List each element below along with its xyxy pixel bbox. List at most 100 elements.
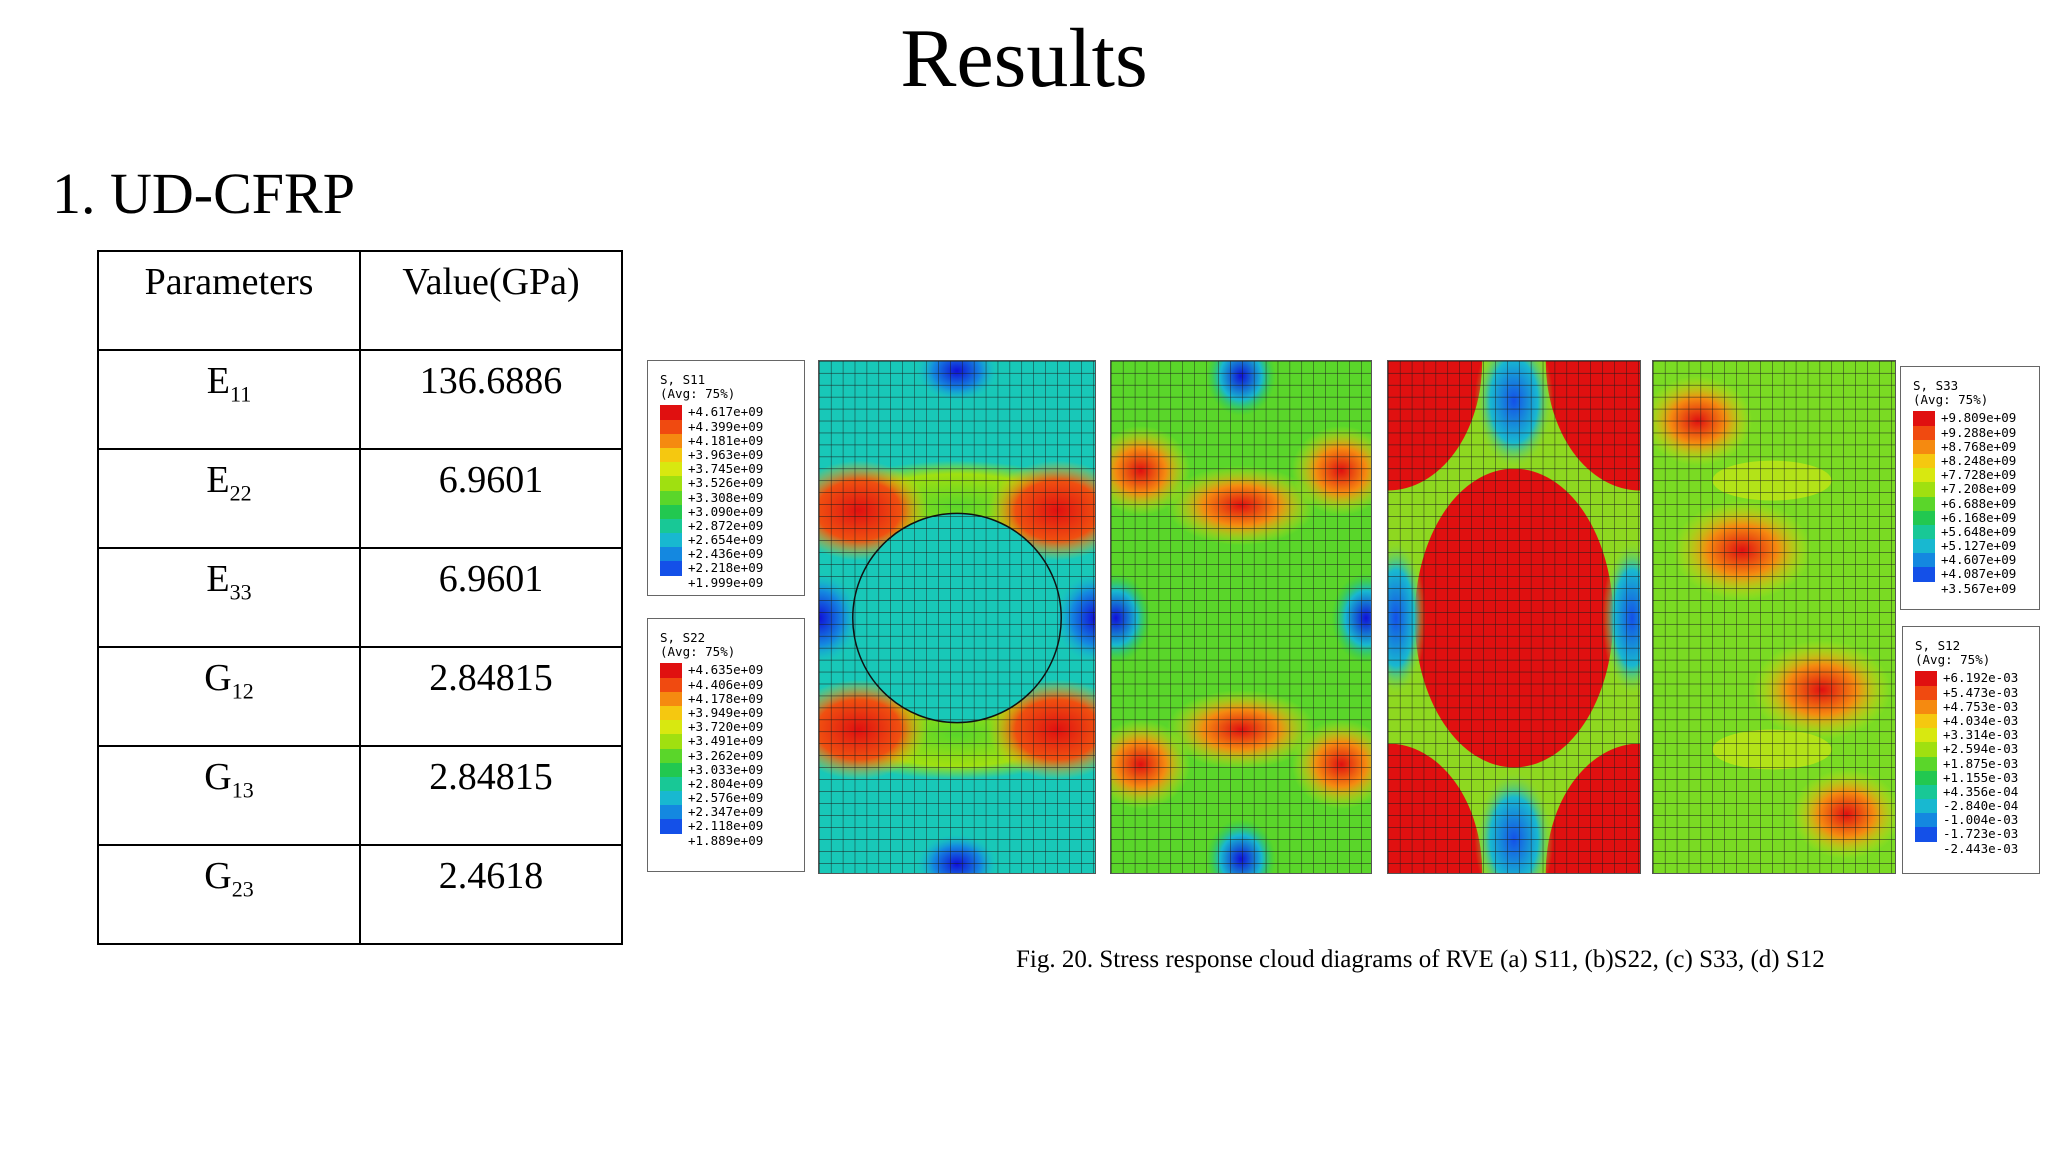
- legend-swatch: [660, 476, 682, 491]
- contour-s11-panel: [818, 360, 1096, 874]
- legend-row: +5.648e+09: [1913, 524, 2031, 540]
- legend-row: -1.004e-03: [1915, 813, 2031, 828]
- table-row: G13 2.84815: [97, 745, 623, 846]
- legend-row: +2.804e+09: [660, 776, 796, 792]
- legend-value: +4.635e+09: [688, 662, 764, 678]
- legend-swatch: [660, 805, 682, 820]
- legend-title: S, S12: [1915, 638, 1961, 653]
- parameter-cell: G23: [97, 844, 361, 945]
- legend-row: +4.399e+09: [660, 419, 796, 434]
- legend-value: +3.567e+09: [1941, 580, 2017, 596]
- legend-swatch: [660, 405, 682, 420]
- legend-value: +2.218e+09: [688, 560, 764, 576]
- parameter-cell: G12: [97, 646, 361, 747]
- legend-row: -1.723e-03: [1915, 826, 2031, 842]
- legend-value: +3.949e+09: [688, 704, 764, 720]
- value-cell: 6.9601: [359, 448, 623, 549]
- legend-value: +3.491e+09: [688, 733, 764, 749]
- legend-swatch: [660, 734, 682, 749]
- legend-swatch: [1915, 770, 1937, 785]
- legend-swatch: [660, 561, 682, 576]
- legend-swatch: [1915, 799, 1937, 814]
- legend-value: +9.288e+09: [1941, 424, 2017, 440]
- parameter-subscript: 22: [229, 480, 252, 506]
- legend-row: +1.155e-03: [1915, 770, 2031, 785]
- legend-swatch: [1915, 784, 1937, 800]
- parameter-cell: E22: [97, 448, 361, 549]
- legend-value: +8.248e+09: [1941, 452, 2017, 468]
- legend-value: +2.118e+09: [688, 818, 764, 834]
- legend-row: +5.473e-03: [1915, 685, 2031, 700]
- legend-row: +4.087e+09: [1913, 567, 2031, 582]
- legend-value: +3.308e+09: [688, 489, 764, 505]
- legend-row: +2.436e+09: [660, 546, 796, 562]
- legend-swatch: [660, 433, 682, 448]
- table-header-cell: Value(GPa): [359, 250, 623, 351]
- legend-swatch: [1915, 728, 1937, 743]
- legend-value: +3.526e+09: [688, 475, 764, 491]
- parameter-symbol: E: [206, 459, 230, 501]
- legend-row: +4.617e+09: [660, 405, 796, 420]
- value-cell: 136.6886: [359, 349, 623, 450]
- table-header-cell: Parameters: [97, 250, 361, 351]
- legend-value: +4.406e+09: [688, 676, 764, 692]
- legend-value: +2.347e+09: [688, 804, 764, 820]
- parameter-symbol: E: [206, 360, 231, 402]
- legend-row: +4.635e+09: [660, 662, 796, 678]
- legend-value: +3.963e+09: [688, 446, 764, 462]
- section-heading: 1. UD-CFRP: [52, 161, 355, 226]
- legend-swatch: [660, 462, 682, 477]
- legend-row: +7.208e+09: [1913, 482, 2031, 497]
- legend-swatch: [1913, 582, 1935, 596]
- legend-value: +4.034e-03: [1943, 712, 2019, 728]
- legend-avg: (Avg: 75%): [1913, 392, 1989, 408]
- legend-value: -1.723e-03: [1943, 826, 2019, 842]
- legend-value: +4.178e+09: [688, 690, 764, 706]
- legend-row: +8.768e+09: [1913, 439, 2031, 454]
- legend-value: -2.443e-03: [1943, 840, 2019, 856]
- legend-value: +2.872e+09: [688, 517, 764, 533]
- legend-swatch: [1915, 713, 1937, 729]
- parameter-symbol: G: [204, 756, 232, 798]
- legend-row: +2.594e-03: [1915, 742, 2031, 757]
- legend-row: +6.688e+09: [1913, 496, 2031, 511]
- legend-swatch: [1915, 842, 1937, 856]
- legend-s22: S, S22 (Avg: 75%) +4.635e+09 +4.406e+09 +4…: [647, 618, 805, 872]
- legend-swatch: [660, 720, 682, 735]
- legend-row: +3.526e+09: [660, 475, 796, 491]
- legend-row: +6.168e+09: [1913, 510, 2031, 525]
- legend-value: +1.999e+09: [688, 574, 764, 590]
- legend-value: +3.090e+09: [688, 503, 764, 519]
- legend-s12: S, S12 (Avg: 75%) +6.192e-03 +5.473e-03 +4…: [1902, 626, 2040, 874]
- legend-value: +3.720e+09: [688, 719, 764, 735]
- legend-row: +3.314e-03: [1915, 727, 2031, 743]
- legend-swatch: [1913, 439, 1935, 454]
- legend-row: -2.840e-04: [1915, 798, 2031, 814]
- legend-row: +2.118e+09: [660, 818, 796, 834]
- legend-value: +2.436e+09: [688, 546, 764, 562]
- legend-value: +3.745e+09: [688, 461, 764, 477]
- legend-swatch: [660, 576, 682, 590]
- legend-value: +3.033e+09: [688, 761, 764, 777]
- slide-title: Results: [900, 12, 1148, 105]
- legend-row: +3.720e+09: [660, 719, 796, 735]
- legend-value: +4.181e+09: [688, 432, 764, 448]
- legend-swatch: [660, 776, 682, 792]
- legend-swatch: [660, 663, 682, 678]
- legend-swatch: [660, 748, 682, 763]
- legend-swatch: [660, 533, 682, 548]
- legend-value: +4.753e-03: [1943, 698, 2019, 714]
- legend-swatch: [1913, 482, 1935, 497]
- legend-value: +4.356e-04: [1943, 783, 2019, 799]
- legend-title: S, S33: [1913, 378, 1959, 393]
- value-cell: 2.84815: [359, 745, 623, 846]
- legend-row: +4.406e+09: [660, 676, 796, 692]
- legend-swatch: [1913, 411, 1935, 426]
- legend-avg: (Avg: 75%): [1915, 652, 1991, 668]
- legend-swatch: [1913, 453, 1935, 469]
- legend-row: +4.034e-03: [1915, 712, 2031, 729]
- legend-row: +4.753e-03: [1915, 698, 2031, 714]
- legend-row: +4.607e+09: [1913, 553, 2031, 568]
- legend-swatch: [660, 791, 682, 806]
- legend-row: +2.872e+09: [660, 517, 796, 534]
